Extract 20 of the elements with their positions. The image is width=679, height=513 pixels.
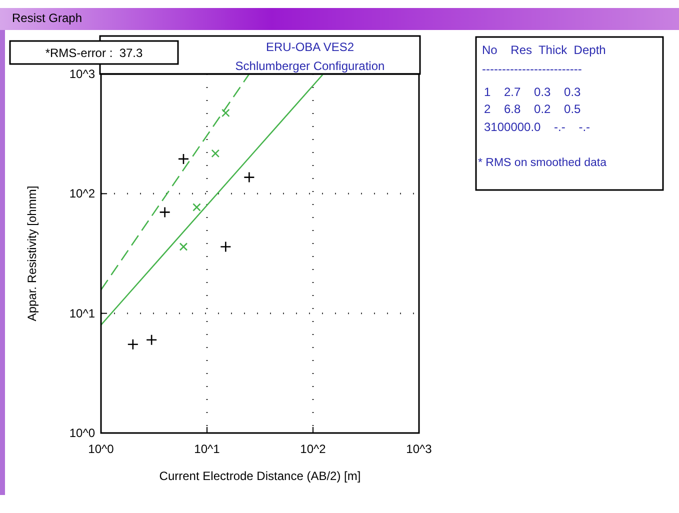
text: ------------------------- bbox=[482, 62, 582, 76]
x-axis-title: Current Electrode Distance (AB/2) [m] bbox=[159, 469, 361, 483]
text: *RMS-error : 37.3 bbox=[45, 46, 144, 60]
x-tick-label: 10^1 bbox=[194, 442, 220, 456]
text: 1 2.7 0.3 0.3 bbox=[484, 85, 582, 99]
x-tick-label: 10^2 bbox=[300, 442, 326, 456]
x-tick-label: 10^3 bbox=[406, 442, 432, 456]
y-tick-label: 10^3 bbox=[69, 67, 96, 81]
y-tick-label: 10^1 bbox=[69, 306, 96, 320]
text: * RMS on smoothed data bbox=[478, 157, 608, 169]
y-tick-label: 10^2 bbox=[69, 186, 96, 201]
text: 3100000.0 -.- -.- bbox=[484, 120, 590, 134]
chart-subtitle: Schlumberger Configuration bbox=[235, 59, 385, 73]
x-tick-label: 10^0 bbox=[88, 442, 114, 456]
y-tick-label: 10^0 bbox=[69, 426, 96, 440]
y-axis-title: Appar. Resistivity [ohmm] bbox=[25, 186, 39, 322]
text: 2 6.8 0.2 0.5 bbox=[484, 102, 582, 116]
chart-title: ERU-OBA VES2 bbox=[266, 40, 354, 54]
text: No Res Thick Depth bbox=[482, 43, 606, 57]
text: Resist Graph bbox=[12, 11, 82, 25]
